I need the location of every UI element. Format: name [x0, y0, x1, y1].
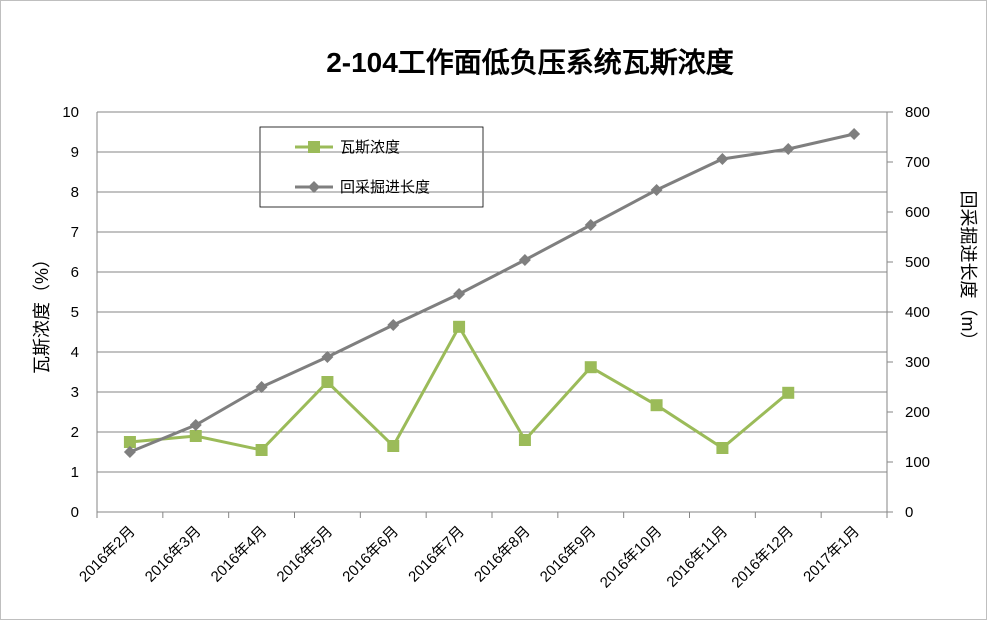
- y2-tick-label: 300: [905, 354, 930, 371]
- data-point: [848, 128, 861, 140]
- y2-tick-label: 500: [905, 254, 930, 271]
- data-point: [321, 376, 334, 388]
- data-point: [716, 442, 729, 454]
- data-point: [453, 288, 466, 300]
- legend-marker: [308, 141, 320, 153]
- y-tick-label: 0: [71, 504, 79, 521]
- y-axis-label: 瓦斯浓度（%）: [32, 250, 52, 374]
- data-point: [453, 320, 466, 333]
- data-point: [584, 361, 597, 374]
- data-point: [123, 436, 136, 448]
- y2-axis-label: 回采掘进长度（m）: [958, 191, 978, 350]
- y-tick-label: 6: [71, 264, 79, 281]
- legend-label: 回采掘进长度: [340, 179, 430, 196]
- data-point: [255, 381, 268, 393]
- y-tick-label: 3: [71, 384, 79, 401]
- y-tick-label: 4: [71, 344, 79, 361]
- data-point: [518, 254, 531, 266]
- y2-tick-label: 200: [905, 404, 930, 421]
- data-point: [123, 446, 136, 458]
- y-tick-label: 1: [71, 464, 79, 481]
- data-point: [650, 399, 663, 412]
- y-tick-label: 7: [71, 224, 79, 241]
- data-point: [650, 184, 663, 196]
- legend-marker: [308, 181, 320, 193]
- chart-title: 2-104工作面低负压系统瓦斯浓度: [326, 46, 734, 78]
- data-point: [255, 444, 268, 456]
- y2-tick-label: 400: [905, 304, 930, 321]
- data-point: [387, 440, 400, 452]
- data-point: [716, 153, 729, 165]
- data-point: [321, 351, 334, 363]
- data-point: [584, 219, 597, 231]
- series-line: [129, 132, 855, 454]
- legend-box: [259, 126, 484, 208]
- data-point: [387, 319, 400, 331]
- data-point: [189, 430, 202, 442]
- data-point: [782, 386, 795, 399]
- data-point: [189, 419, 202, 431]
- y-tick-label: 9: [71, 144, 79, 161]
- y2-tick-label: 700: [905, 154, 930, 171]
- y2-tick-label: 600: [905, 204, 930, 221]
- data-point: [782, 143, 795, 155]
- y-tick-label: 10: [62, 104, 79, 121]
- y-tick-label: 5: [71, 304, 79, 321]
- y2-tick-label: 100: [905, 454, 930, 471]
- legend-label: 瓦斯浓度: [340, 139, 400, 156]
- y-tick-label: 8: [71, 184, 79, 201]
- data-point: [518, 434, 531, 446]
- y-tick-label: 2: [71, 424, 79, 441]
- y2-tick-label: 800: [905, 104, 930, 121]
- y2-tick-label: 0: [905, 504, 913, 521]
